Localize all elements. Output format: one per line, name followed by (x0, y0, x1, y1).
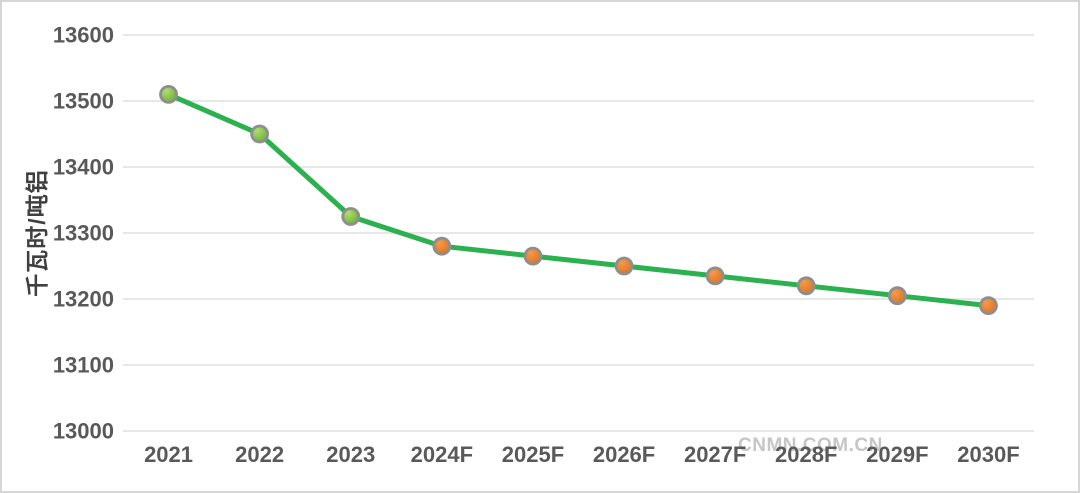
data-point-marker (614, 256, 634, 276)
y-tick-label: 13600 (53, 23, 114, 48)
data-point-marker (250, 124, 270, 144)
data-point-marker (796, 276, 816, 296)
x-tick-label: 2026F (593, 442, 655, 467)
y-tick-label: 13300 (53, 221, 114, 246)
watermark: CNMN.COM.CN (738, 435, 883, 456)
x-tick-label: 2021 (144, 442, 193, 467)
x-tick-label: 2022 (235, 442, 284, 467)
x-tick-label: 2027F (684, 442, 746, 467)
data-point-marker (432, 236, 452, 256)
x-tick-label: 2029F (866, 442, 928, 467)
data-point-marker (341, 207, 361, 226)
data-point-marker (523, 246, 543, 266)
y-tick-label: 13500 (53, 89, 114, 114)
trend-line (166, 91, 991, 309)
y-tick-label: 13000 (53, 419, 114, 444)
y-tick-label: 13400 (53, 155, 114, 180)
x-tick-label: 2023 (326, 442, 375, 467)
x-tick-label: 2028F (775, 442, 837, 467)
y-tick-label: 13100 (53, 353, 114, 378)
y-axis-title: 千瓦时/吨铝 (24, 169, 50, 297)
x-tick-label: 2024F (411, 442, 473, 467)
x-tick-label: 2030F (957, 442, 1019, 467)
data-point-marker (979, 296, 998, 316)
y-tick-label: 13200 (53, 287, 114, 312)
data-point-marker (159, 85, 178, 104)
data-point-marker (705, 266, 725, 286)
data-point-marker (887, 286, 907, 306)
x-tick-label: 2025F (502, 442, 564, 467)
